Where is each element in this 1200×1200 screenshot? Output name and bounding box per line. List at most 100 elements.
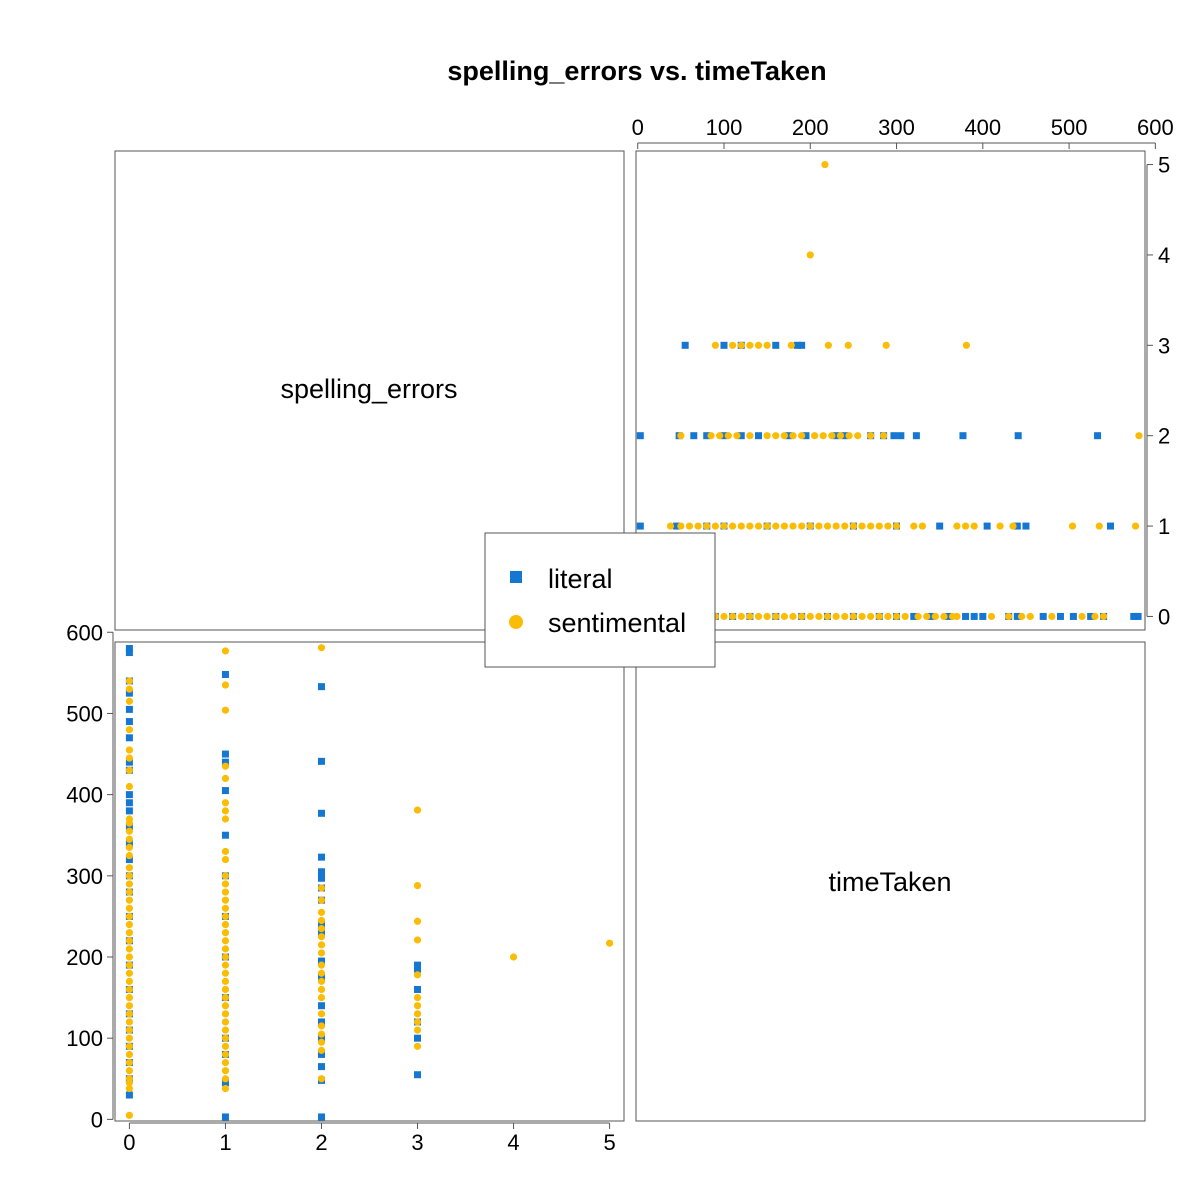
point-sentimental — [1091, 612, 1099, 621]
point-sentimental — [1068, 522, 1077, 530]
point-literal — [636, 432, 644, 440]
point-literal — [221, 758, 229, 766]
point-literal — [798, 341, 806, 349]
point-literal — [125, 839, 133, 847]
point-sentimental — [1009, 522, 1017, 530]
point-sentimental — [677, 432, 685, 440]
point-literal — [1022, 522, 1030, 530]
point-literal — [1087, 612, 1095, 620]
point-sentimental — [737, 612, 745, 621]
point-sentimental — [961, 522, 970, 530]
point-literal — [927, 612, 935, 620]
point-literal — [910, 612, 918, 620]
point-literal — [673, 522, 681, 530]
point-literal — [681, 341, 689, 349]
point-sentimental — [125, 1067, 134, 1075]
point-sentimental — [221, 807, 230, 815]
point-literal — [1069, 612, 1077, 620]
point-literal — [125, 649, 133, 657]
point-sentimental — [125, 851, 134, 860]
point-sentimental — [125, 1002, 134, 1010]
point-sentimental — [806, 522, 814, 530]
point-sentimental — [987, 612, 996, 621]
point-sentimental — [125, 697, 134, 705]
legend: literal sentimental — [484, 532, 716, 668]
point-sentimental — [884, 612, 892, 621]
panel-timetaken-diagonal — [635, 641, 1146, 1122]
point-sentimental — [867, 522, 875, 530]
point-sentimental — [317, 977, 326, 985]
point-literal — [125, 807, 133, 815]
point-sentimental — [1018, 612, 1026, 621]
point-sentimental — [413, 1010, 422, 1018]
point-sentimental — [221, 681, 230, 689]
point-literal — [1094, 432, 1102, 440]
top-axis-tick-label: 400 — [964, 115, 1001, 140]
bottom-axis-tick-label: 2 — [315, 1130, 327, 1155]
point-literal — [1134, 612, 1142, 620]
point-sentimental — [125, 1042, 134, 1050]
point-literal — [414, 985, 422, 993]
point-sentimental — [789, 522, 797, 530]
bottom-axis-tick-label: 5 — [603, 1130, 615, 1155]
point-sentimental — [914, 612, 922, 621]
point-sentimental — [221, 647, 230, 655]
bottom-axis-tick-label: 1 — [219, 1130, 231, 1155]
point-sentimental — [125, 726, 134, 734]
point-sentimental — [413, 917, 422, 925]
point-sentimental — [221, 1034, 230, 1042]
bottom-axis-tick-label: 4 — [507, 1130, 519, 1155]
point-sentimental — [221, 1026, 230, 1034]
point-literal — [125, 705, 133, 713]
point-sentimental — [413, 1018, 422, 1026]
point-sentimental — [221, 847, 230, 856]
bottom-axis-tick-label: 3 — [411, 1130, 423, 1155]
point-sentimental — [716, 432, 724, 440]
point-literal — [125, 1091, 133, 1099]
point-sentimental — [125, 754, 134, 762]
right-axis-tick-label: 4 — [1158, 243, 1170, 268]
point-sentimental — [685, 522, 694, 530]
point-sentimental — [845, 432, 853, 440]
point-literal — [317, 874, 325, 882]
point-sentimental — [317, 949, 326, 957]
point-sentimental — [125, 993, 134, 1002]
point-sentimental — [746, 432, 754, 440]
point-literal — [125, 823, 133, 831]
marks-bottom-left — [125, 644, 614, 1121]
left-axis-tick-label: 200 — [66, 945, 103, 970]
point-sentimental — [746, 612, 754, 621]
chart-title: spelling_errors vs. timeTaken — [447, 56, 826, 86]
point-sentimental — [858, 522, 866, 530]
point-literal — [317, 757, 325, 765]
point-sentimental — [605, 939, 614, 947]
point-literal — [832, 432, 840, 440]
point-sentimental — [317, 884, 326, 892]
point-sentimental — [737, 341, 745, 349]
point-sentimental — [694, 522, 702, 530]
point-sentimental — [772, 612, 780, 621]
point-sentimental — [772, 522, 780, 530]
point-sentimental — [125, 961, 134, 969]
point-sentimental — [221, 896, 230, 904]
point-sentimental — [949, 612, 957, 621]
point-literal — [802, 432, 810, 440]
point-sentimental — [317, 933, 326, 941]
point-sentimental — [125, 1026, 134, 1034]
point-literal — [785, 432, 793, 440]
point-literal — [317, 1034, 325, 1042]
point-literal — [983, 522, 991, 530]
point-literal — [317, 853, 325, 861]
point-literal — [317, 957, 325, 965]
axes: 0 100 200 300 400 500 600012345010020030040050… — [66, 115, 1173, 1155]
point-literal — [317, 1050, 325, 1058]
point-sentimental — [317, 985, 326, 994]
point-sentimental — [317, 1030, 326, 1038]
point-sentimental — [221, 945, 230, 953]
point-sentimental — [711, 341, 719, 349]
diagonal-label-spelling-errors: spelling_errors — [280, 374, 457, 404]
point-literal — [720, 432, 728, 440]
point-sentimental — [780, 432, 788, 440]
right-axis-tick-label: 5 — [1158, 153, 1170, 178]
point-sentimental — [221, 953, 230, 961]
